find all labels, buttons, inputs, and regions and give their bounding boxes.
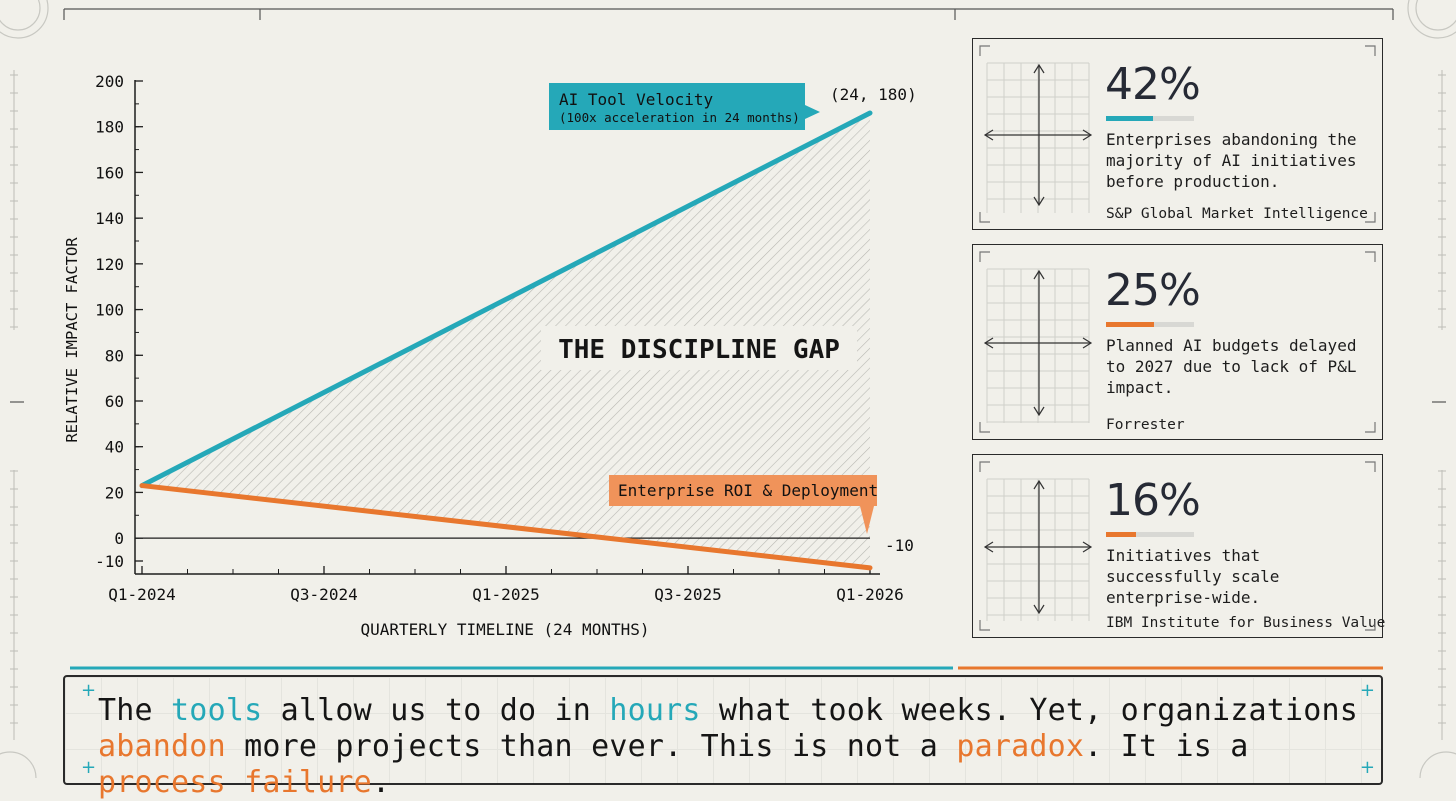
impact-chart: -10 0 20 40 60 80 100 120 140 160 180 200 Q1-2024 Q3…: [63, 72, 917, 639]
x-tick-label: Q1-2025: [472, 585, 539, 604]
x-axis-title: QUARTERLY TIMELINE (24 MONTHS): [361, 620, 650, 639]
y-tick-label: 180: [95, 118, 124, 137]
stat-card: 42% Enterprises abandoning the majority …: [972, 38, 1383, 230]
plus-icon: +: [1359, 680, 1375, 701]
quote-segment: more projects than ever. This is not a: [225, 729, 957, 764]
stat-source: IBM Institute for Business Value: [1106, 615, 1386, 631]
stat-progress-bar: [1106, 116, 1194, 121]
stat-value: 25%: [1105, 265, 1201, 316]
quote-segment: The: [98, 693, 172, 728]
quote-highlight: paradox: [956, 729, 1085, 764]
y-tick-label: 0: [114, 529, 124, 548]
y-tick-label: 40: [105, 438, 124, 457]
stat-value: 16%: [1105, 475, 1201, 526]
x-tick-label: Q3-2025: [654, 585, 721, 604]
discipline-gap-area: [142, 113, 870, 568]
quote-highlight: abandon: [98, 729, 226, 764]
y-tick-label: 200: [95, 72, 124, 91]
quote-highlight: tools: [171, 693, 263, 728]
y-tick-label: -10: [95, 552, 124, 571]
x-tick-label: Q1-2024: [108, 585, 175, 604]
stat-progress-fill: [1106, 322, 1155, 327]
stat-card: 25% Planned AI budgets delayed to 2027 d…: [972, 244, 1383, 440]
stat-source: S&P Global Market Intelligence: [1106, 206, 1368, 222]
stat-description: Enterprises abandoning the majority of A…: [1106, 130, 1357, 191]
gap-label: THE DISCIPLINE GAP: [558, 335, 840, 365]
y-tick-label: 120: [95, 255, 124, 274]
y-tick-label: 60: [105, 392, 124, 411]
y-tick-label: 80: [105, 346, 124, 365]
y-tick-label: 100: [95, 301, 124, 320]
stat-progress-fill: [1106, 116, 1153, 121]
quote-text: The tools allow us to do in hours what t…: [98, 693, 1368, 801]
stat-card: 16% Initiatives that successfully scale …: [972, 454, 1386, 638]
enterprise-roi-line: [139, 483, 873, 571]
y-tick-label: 140: [95, 209, 124, 228]
stat-progress-fill: [1106, 532, 1136, 537]
ai-velocity-label: AI Tool Velocity: [559, 90, 713, 109]
quote-segment: .: [371, 765, 391, 800]
ai-tool-velocity-line: [139, 110, 873, 489]
stat-description: Planned AI budgets delayed to 2027 due t…: [1106, 336, 1357, 397]
y-tick-label: 20: [105, 483, 124, 502]
plus-icon: +: [1359, 757, 1375, 778]
stat-description: Initiatives that successfully scale ente…: [1106, 546, 1280, 607]
decorative-frame: [0, 0, 1456, 778]
roi-end-label: -10: [885, 536, 914, 555]
y-axis-title: RELATIVE IMPACT FACTOR: [63, 237, 81, 443]
plus-icon: +: [81, 757, 97, 778]
stat-value: 42%: [1105, 59, 1201, 110]
quote-highlight: process failure: [98, 765, 372, 800]
quote-segment: what took weeks. Yet, organizations: [700, 693, 1377, 728]
roi-label: Enterprise ROI & Deployment: [618, 481, 878, 500]
stat-source: Forrester: [1106, 417, 1185, 433]
ai-velocity-end-label: (24, 180): [830, 85, 917, 104]
ai-velocity-subtitle: (100x acceleration in 24 months): [559, 110, 800, 125]
ai-velocity-callout: AI Tool Velocity (100x acceleration in 2…: [549, 83, 820, 130]
crosshair-grid-icon: [983, 62, 1093, 213]
quote-segment: . It is a: [1084, 729, 1267, 764]
roi-callout: Enterprise ROI & Deployment: [609, 475, 878, 534]
y-tick-label: 160: [95, 163, 124, 182]
stat-progress-bar: [1106, 532, 1194, 537]
gap-label-bg: [541, 326, 857, 370]
crosshair-grid-icon: [983, 268, 1093, 423]
quote-segment: allow us to do in: [262, 693, 610, 728]
x-tick-label: Q1-2026: [836, 585, 903, 604]
stat-progress-bar: [1106, 322, 1194, 327]
crosshair-grid-icon: [983, 478, 1093, 621]
plus-icon: +: [81, 680, 97, 701]
x-tick-label: Q3-2024: [290, 585, 357, 604]
quote-box: + + + + The tools allow us to do in hour…: [63, 675, 1383, 800]
quote-highlight: hours: [609, 693, 701, 728]
